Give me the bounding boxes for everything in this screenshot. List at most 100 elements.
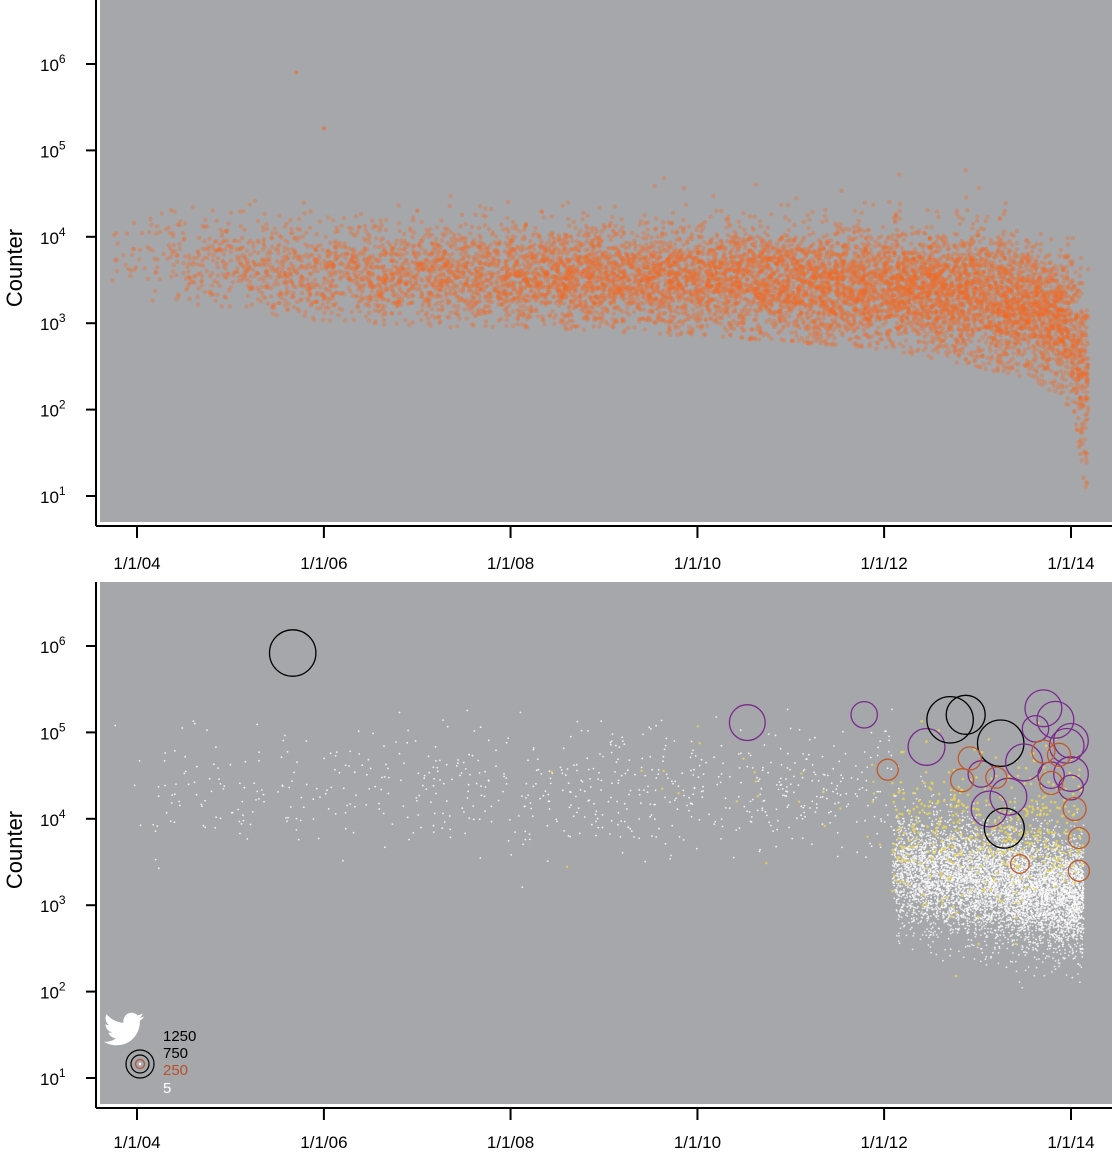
data-point <box>200 263 206 268</box>
data-point <box>433 236 439 242</box>
data-point <box>302 211 307 216</box>
data-point <box>1008 318 1014 323</box>
data-point <box>592 264 597 269</box>
data-point <box>865 228 870 233</box>
data-point <box>277 213 282 218</box>
data-point <box>448 291 454 297</box>
data-point <box>927 315 932 320</box>
data-point <box>183 221 188 226</box>
data-point <box>973 349 979 355</box>
data-point <box>711 193 716 199</box>
data-point <box>485 283 490 289</box>
data-point <box>1018 341 1023 347</box>
data-point <box>928 298 934 303</box>
data-point <box>878 234 884 239</box>
data-point <box>202 289 208 295</box>
data-point <box>1084 380 1090 385</box>
data-point <box>451 303 457 309</box>
data-point <box>508 279 514 284</box>
data-point <box>479 265 484 270</box>
data-point <box>252 198 258 203</box>
data-point <box>215 273 221 278</box>
data-point <box>970 237 975 243</box>
data-point <box>304 230 309 236</box>
data-point <box>315 269 320 274</box>
data-point <box>299 274 305 279</box>
data-point <box>711 273 716 278</box>
data-point <box>739 308 744 313</box>
data-point <box>1046 363 1051 368</box>
data-point <box>907 289 912 295</box>
data-point <box>319 266 324 271</box>
data-point <box>752 253 757 258</box>
data-point <box>1001 254 1006 259</box>
data-point <box>910 349 915 354</box>
data-point <box>640 301 646 306</box>
data-point <box>824 218 829 223</box>
data-point <box>268 285 274 291</box>
data-point <box>215 292 220 297</box>
data-point <box>909 291 914 296</box>
data-point <box>610 214 615 220</box>
data-point <box>1047 310 1053 315</box>
data-point <box>277 300 282 306</box>
data-point <box>385 240 391 245</box>
data-point <box>871 296 877 302</box>
data-point <box>942 321 947 326</box>
data-point <box>939 309 945 314</box>
data-point <box>780 259 785 264</box>
data-point <box>1041 353 1046 358</box>
data-point <box>494 242 500 247</box>
data-point <box>713 259 718 265</box>
data-point <box>369 289 375 294</box>
data-point <box>288 231 294 236</box>
data-point <box>1009 313 1015 318</box>
data-point <box>1025 284 1031 289</box>
data-point <box>787 314 792 319</box>
data-point <box>988 296 994 301</box>
data-point <box>1066 242 1071 247</box>
data-point <box>862 200 868 205</box>
data-point <box>723 275 729 281</box>
data-point <box>1003 257 1008 262</box>
data-point <box>611 311 617 316</box>
data-point <box>736 239 742 244</box>
data-point <box>734 320 739 326</box>
data-point <box>514 274 520 279</box>
data-point <box>921 276 926 281</box>
data-point <box>613 223 618 228</box>
data-point <box>408 300 413 306</box>
data-point <box>903 285 908 291</box>
data-point <box>560 259 565 264</box>
data-point <box>115 241 120 246</box>
data-point <box>611 271 617 276</box>
data-point <box>591 268 597 273</box>
data-point <box>573 257 578 263</box>
data-point <box>469 271 474 276</box>
data-point <box>441 233 447 239</box>
data-point <box>221 252 227 257</box>
data-point <box>902 312 907 317</box>
data-point <box>821 247 827 252</box>
data-point <box>963 262 968 268</box>
data-point <box>717 264 722 269</box>
data-point <box>973 306 978 311</box>
x-tick-label: 1/1/06 <box>300 554 347 573</box>
data-point <box>579 261 584 266</box>
data-point <box>577 254 582 259</box>
data-point <box>852 208 857 214</box>
data-point <box>796 288 801 294</box>
data-point <box>695 324 700 329</box>
data-point <box>537 250 542 256</box>
data-point <box>641 316 646 321</box>
data-point <box>1031 281 1037 286</box>
data-point <box>313 299 318 304</box>
data-point <box>1061 342 1067 347</box>
data-point <box>455 304 461 309</box>
data-point <box>985 214 990 219</box>
data-point <box>840 274 845 280</box>
data-point <box>564 256 569 262</box>
data-point <box>779 337 784 342</box>
data-point <box>435 243 440 248</box>
data-point <box>621 317 626 322</box>
